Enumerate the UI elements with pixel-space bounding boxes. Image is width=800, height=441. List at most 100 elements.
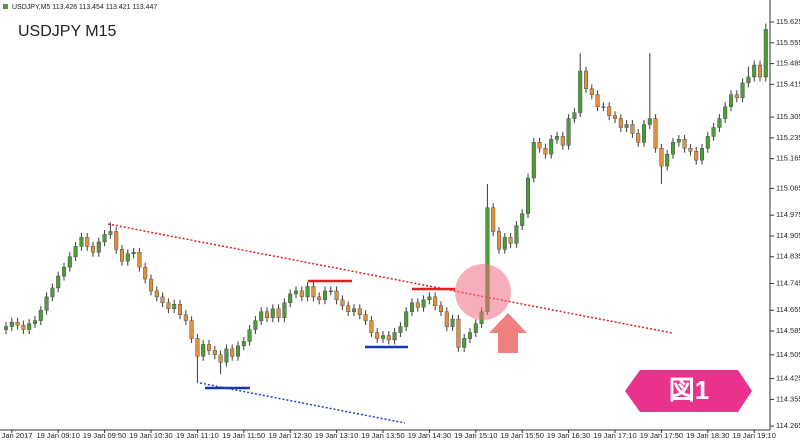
candle-body <box>259 311 264 321</box>
candle-body <box>398 326 403 333</box>
candle-body <box>357 308 362 315</box>
candle-body <box>299 290 304 298</box>
candle-body <box>584 70 589 90</box>
candle-body <box>375 332 380 339</box>
y-tick-label: 114.355 <box>776 394 800 403</box>
candle-body <box>352 308 357 312</box>
candle-body <box>218 354 223 363</box>
candle-body <box>195 338 200 357</box>
candle-body <box>21 324 26 330</box>
candle-body <box>27 323 32 330</box>
candle-body <box>392 332 397 341</box>
candle-body <box>711 127 716 137</box>
candle-body <box>566 118 571 146</box>
x-tick-label: 19 Jan 11:50 <box>222 431 265 440</box>
badge <box>625 370 752 412</box>
candle-body <box>363 314 368 321</box>
candle-body <box>421 299 426 308</box>
candle-body <box>729 94 734 107</box>
candle-body <box>705 136 710 149</box>
breakout-highlight <box>455 264 511 320</box>
candle-body <box>682 139 687 149</box>
candle-body <box>166 302 171 309</box>
candle-body <box>752 64 757 78</box>
candle-body <box>642 124 647 143</box>
candle-body <box>44 296 49 311</box>
candle-body <box>671 142 676 155</box>
candle-body <box>172 304 177 309</box>
candle-body <box>578 70 583 113</box>
x-tick-label: 19 Jan 16:30 <box>547 431 590 440</box>
x-tick-label: 19 Jan 2017 <box>0 431 32 440</box>
candle-body <box>305 286 310 298</box>
candle-body <box>369 320 374 333</box>
candle-body <box>265 311 270 318</box>
candle-body <box>206 344 211 351</box>
candle-body <box>618 118 623 128</box>
candle-body <box>56 275 61 289</box>
candle-body <box>102 234 107 243</box>
x-tick-label: 19 Jan 17:10 <box>593 431 636 440</box>
candle-body <box>653 118 658 149</box>
candle-body <box>212 350 217 356</box>
candle-body <box>647 118 652 125</box>
candle-body <box>311 286 316 298</box>
candle-body <box>235 345 240 357</box>
x-tick-label: 19 Jan 13:10 <box>315 431 358 440</box>
y-tick-label: 115.625 <box>776 17 800 26</box>
x-tick-label: 19 Jan 09:50 <box>83 431 126 440</box>
y-tick-label: 115.305 <box>776 112 800 121</box>
candle-body <box>381 335 386 339</box>
candle-body <box>119 249 124 262</box>
y-tick-label: 115.165 <box>776 154 800 163</box>
candle-body <box>427 296 432 301</box>
candle-body <box>444 311 449 327</box>
candle-body <box>317 296 322 301</box>
candle-body <box>3 326 8 330</box>
y-tick-label: 114.905 <box>776 231 800 240</box>
candle-body <box>276 308 281 318</box>
candle-body <box>694 151 699 161</box>
y-tick-label: 114.425 <box>776 374 800 383</box>
candle-body <box>543 148 548 155</box>
candle-body <box>497 231 502 250</box>
candle-body <box>108 231 113 235</box>
y-tick-label: 115.415 <box>776 79 800 88</box>
candle-body <box>717 118 722 128</box>
candle-body <box>328 290 333 292</box>
candle-body <box>224 348 229 363</box>
y-tick-label: 114.655 <box>776 305 800 314</box>
candle-body <box>526 177 531 214</box>
candle-body <box>241 341 246 347</box>
candle-body <box>33 320 38 324</box>
candle-body <box>114 231 119 250</box>
candle-body <box>96 241 101 253</box>
candle-body <box>636 133 641 143</box>
candle-body <box>531 142 536 179</box>
candle-body <box>189 320 194 339</box>
y-tick-label: 115.065 <box>776 183 800 192</box>
arrow <box>489 313 527 353</box>
x-tick-label: 19 Jan 15:10 <box>454 431 497 440</box>
candle-body <box>439 305 444 312</box>
candle-body <box>700 148 705 161</box>
candle-body <box>137 252 142 268</box>
candle-body <box>38 310 43 321</box>
candle-body <box>589 88 594 95</box>
candle-body <box>502 237 507 250</box>
candle-body <box>624 124 629 128</box>
y-tick-label: 114.585 <box>776 326 800 335</box>
candle-body <box>491 207 496 232</box>
x-tick-label: 19 Jan 19:10 <box>733 431 776 440</box>
candle-body <box>746 76 751 84</box>
x-tick-label: 19 Jan 10:30 <box>129 431 172 440</box>
candle-body <box>450 318 455 327</box>
candle-body <box>560 136 565 146</box>
annotations: 図1 <box>107 223 752 424</box>
candle-body <box>595 94 600 107</box>
candle-body <box>143 266 148 280</box>
axes: 115.625 115.555 115.485 115.415 115.305 115.2… <box>0 17 800 440</box>
candle-body <box>514 225 519 244</box>
candle-body <box>125 253 130 262</box>
y-tick-label: 114.505 <box>776 350 800 359</box>
